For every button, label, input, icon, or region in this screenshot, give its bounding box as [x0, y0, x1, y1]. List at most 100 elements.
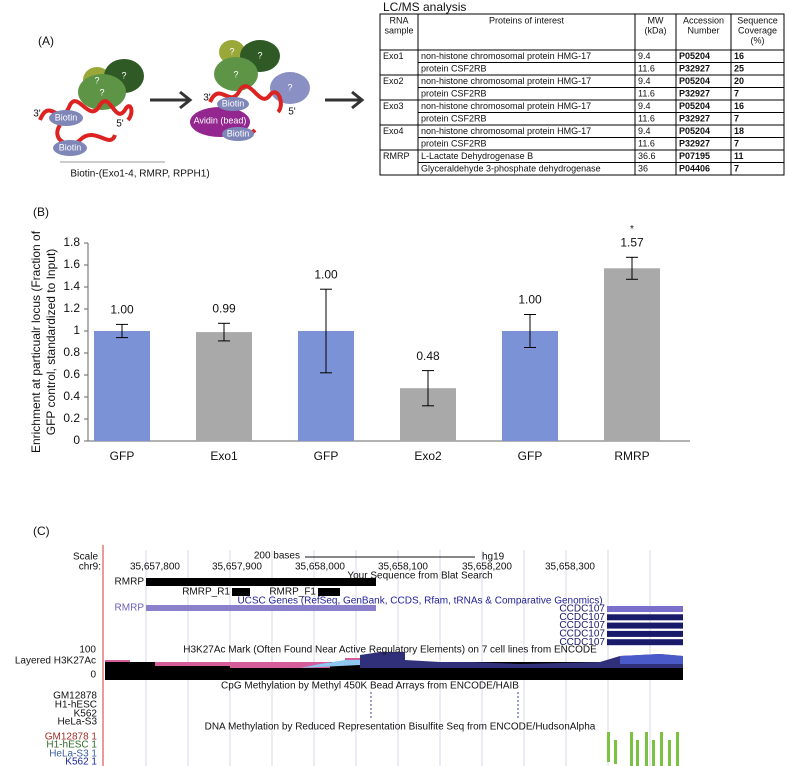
label: Layered H3K27Ac	[15, 656, 96, 667]
panel-label: (C)	[33, 524, 50, 538]
value-label: 1.00	[518, 293, 542, 307]
label: ?	[99, 87, 104, 97]
table-cell: 11.6	[638, 139, 655, 149]
table-cell: protein CSF2RB	[421, 114, 487, 124]
position: 35,657,800	[130, 562, 180, 573]
label: ?	[121, 70, 126, 80]
table-cell: P32927	[679, 64, 710, 74]
y-tick-label: 0.8	[63, 345, 80, 359]
gene-feature	[607, 614, 683, 621]
bar	[196, 332, 252, 441]
table-header: Coverage	[738, 25, 777, 35]
x-tick-label: GFP	[110, 449, 135, 463]
table-cell: protein CSF2RB	[421, 139, 487, 149]
table-cell: non-histone chromosomal protein HMG-17	[421, 126, 591, 136]
table-cell: 25	[734, 64, 744, 74]
y-tick-label: 0.2	[63, 411, 80, 425]
value-label: 1.00	[110, 303, 134, 317]
label: hg19	[482, 552, 505, 563]
feature	[232, 588, 250, 596]
table-cell: 7	[734, 114, 739, 124]
feature	[146, 578, 376, 586]
table-cell: P05204	[679, 76, 710, 86]
label: Scale	[73, 552, 98, 563]
label: 100	[79, 645, 96, 656]
panel-a-diagram: (A) ? ? ? 3' 5' Biotin Biotin ? ? ? ? 3'…	[33, 0, 466, 179]
table-cell: P32927	[679, 89, 710, 99]
annotation: *	[630, 224, 634, 235]
table-cell: 11.6	[638, 114, 655, 124]
table-header: MW	[648, 15, 664, 25]
biotin	[49, 110, 83, 126]
table-cell: non-histone chromosomal protein HMG-17	[421, 76, 591, 86]
table-cell: 16	[734, 101, 744, 111]
label: K562	[74, 709, 98, 720]
y-tick-label: 0.4	[63, 389, 80, 403]
biotin	[217, 97, 249, 111]
table-cell: 9.4	[638, 51, 651, 61]
table-cell: P05204	[679, 51, 710, 61]
label: 0	[90, 670, 96, 681]
gene-feature	[607, 606, 683, 612]
table-cell: P32927	[679, 139, 710, 149]
gene-label: CCDC107	[559, 629, 605, 640]
label: RMRP	[115, 577, 145, 588]
bar-chart: (B) Enrichment at particualr locus (Frac…	[29, 205, 690, 463]
table-header: Sequence	[737, 15, 778, 25]
y-axis-title: GFP control, standardized to Input)	[44, 249, 58, 436]
gene-label: CCDC107	[559, 620, 605, 631]
label: RMRP_F1	[269, 587, 316, 598]
label: HeLa-S3 1	[49, 749, 97, 760]
table-cell: 7	[734, 139, 739, 149]
track-title: DNA Methylation by Reduced Representatio…	[205, 722, 596, 733]
bar	[502, 331, 558, 441]
label: Avidin (bead)	[194, 115, 247, 125]
rrbs-sites	[607, 732, 679, 766]
value-label: 1.00	[314, 267, 338, 281]
label: 200 bases	[254, 551, 300, 562]
protein	[214, 57, 258, 91]
label: ?	[287, 82, 292, 92]
table-cell: Exo1	[383, 51, 404, 61]
caption: Biotin-(Exo1-4, RMRP, RPPH1)	[70, 169, 209, 180]
label: chr9:	[79, 562, 101, 573]
x-tick-label: Exo1	[210, 449, 238, 463]
label: 5'	[288, 107, 296, 118]
table-cell: 20	[734, 76, 744, 86]
table-cell: 11	[734, 151, 744, 161]
gene-label: CCDC107	[559, 612, 605, 623]
biotin	[53, 140, 87, 156]
table-header: (kDa)	[645, 25, 667, 35]
table-cell: P04406	[679, 164, 710, 174]
label: K562 1	[65, 757, 97, 766]
gene-feature	[607, 639, 683, 646]
arrow	[179, 90, 193, 110]
table-cell: 11.6	[638, 89, 655, 99]
h3k27ac-layers	[105, 652, 683, 680]
value-label: 1.57	[620, 235, 644, 249]
table-cell: 11.6	[638, 64, 655, 74]
arrow	[351, 90, 365, 110]
label: Biotin	[222, 98, 245, 108]
track-title: Your Sequence from Blat Search	[347, 571, 492, 582]
label: ?	[229, 46, 234, 56]
label: RMRP_R1	[182, 587, 230, 598]
y-tick-label: 1.6	[63, 257, 80, 271]
label: Biotin	[55, 112, 78, 122]
y-tick-label: 0.6	[63, 367, 80, 381]
label: ?	[94, 75, 99, 85]
table-cell: protein CSF2RB	[421, 89, 487, 99]
feature	[318, 588, 340, 596]
table-header: Proteins of interest	[489, 15, 565, 25]
track-title: UCSC Genes (RefSeq, GenBank, CCDS, Rfam,…	[237, 596, 602, 607]
x-tick-label: GFP	[314, 449, 339, 463]
table-cell: P05204	[679, 126, 710, 136]
label: H1-hESC 1	[46, 740, 97, 751]
table-cell: Exo2	[383, 76, 404, 86]
table-cell: 9.4	[638, 126, 651, 136]
label: 3'	[33, 109, 41, 120]
feature	[146, 605, 376, 611]
track-title: CpG Methylation by Methyl 450K Bead Arra…	[221, 681, 519, 692]
